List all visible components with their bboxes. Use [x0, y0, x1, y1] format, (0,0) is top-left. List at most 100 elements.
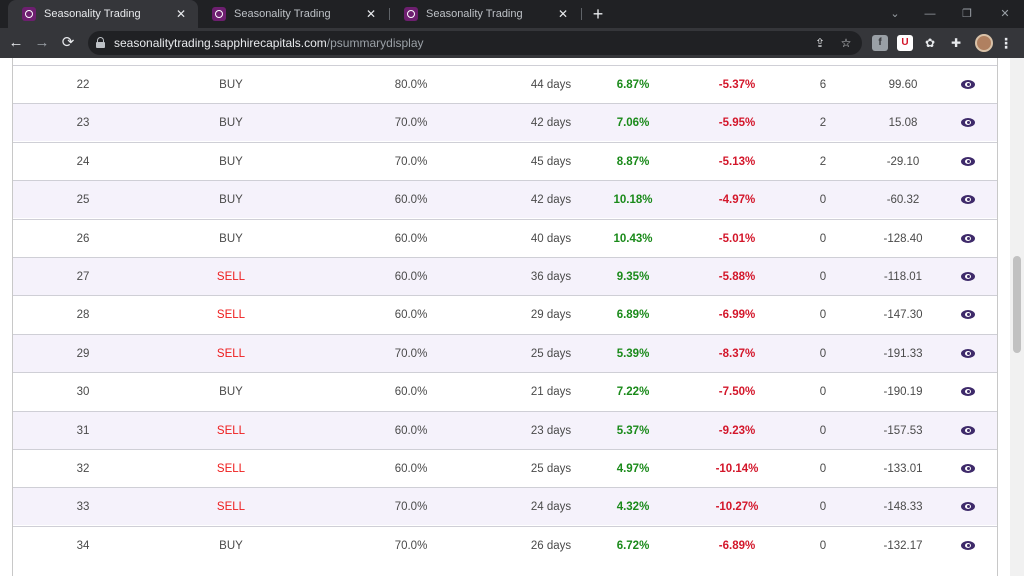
url-path: /psummarydisplay: [326, 36, 424, 50]
tab-search-icon[interactable]: ⌄: [890, 8, 900, 20]
accuracy-value: 80.0%: [394, 79, 428, 91]
close-icon[interactable]: ✕: [175, 7, 187, 21]
gain-value: 7.06%: [616, 117, 650, 130]
tab-seasonality-1[interactable]: Seasonality Trading ✕: [8, 0, 198, 28]
tab-title: Seasonality Trading: [426, 8, 523, 20]
result-value: -128.40: [883, 232, 923, 245]
address-bar[interactable]: seasonalitytrading.sapphirecapitals.com/…: [88, 31, 862, 55]
result-value: -147.30: [883, 309, 923, 322]
result-value: 99.60: [888, 79, 918, 91]
view-details-button[interactable]: [957, 181, 981, 219]
tab-divider: [581, 8, 582, 20]
eye-icon: [961, 310, 975, 320]
close-icon[interactable]: ✕: [557, 7, 569, 21]
restore-button[interactable]: ❐: [962, 8, 972, 20]
accuracy-value: 60.0%: [394, 309, 428, 322]
openai-extension-icon[interactable]: ✿: [924, 36, 936, 50]
count-value: 0: [819, 309, 827, 322]
eye-icon: [961, 195, 975, 205]
loss-value: -10.14%: [715, 463, 759, 475]
puzzle-icon[interactable]: ✚: [950, 36, 962, 50]
accuracy-value: 70.0%: [394, 155, 428, 168]
window-close-button[interactable]: ✕: [1000, 8, 1010, 20]
view-details-button[interactable]: [957, 450, 981, 488]
signal-label: BUY: [219, 194, 243, 207]
view-details-button[interactable]: [957, 488, 981, 526]
url-text[interactable]: seasonalitytrading.sapphirecapitals.com/…: [114, 36, 424, 50]
view-details-button[interactable]: [957, 296, 981, 334]
lock-icon[interactable]: [96, 37, 105, 48]
duration-value: 44 days: [530, 79, 572, 91]
count-value: 0: [819, 347, 827, 360]
duration-value: 26 days: [530, 539, 572, 552]
signal-label: SELL: [216, 271, 246, 283]
scrollbar[interactable]: [1010, 58, 1024, 576]
reload-button[interactable]: ⟳: [61, 34, 75, 51]
close-icon[interactable]: ✕: [365, 7, 377, 21]
signal-label: BUY: [219, 386, 243, 399]
table-row: 33 SELL 70.0% 24 days 4.32% -10.27% 0 -148.33: [13, 487, 997, 526]
loss-value: -6.89%: [718, 539, 756, 552]
duration-value: 24 days: [530, 501, 572, 514]
table-row: 23 BUY 70.0% 42 days 7.06% -5.95% 2 15.08: [13, 103, 997, 142]
view-details-button[interactable]: [957, 412, 981, 450]
share-icon[interactable]: ⇪: [814, 36, 826, 50]
pocket-extension-icon[interactable]: U: [897, 35, 913, 51]
row-number: 34: [76, 539, 90, 552]
signal-label: SELL: [216, 309, 246, 322]
table-row: 22 BUY 80.0% 44 days 6.87% -5.37% 6 99.60: [13, 65, 997, 103]
eye-icon: [961, 348, 975, 358]
site-logo-icon: [404, 7, 418, 21]
profile-avatar[interactable]: [975, 34, 993, 52]
loss-value: -9.23%: [718, 424, 756, 437]
bookmark-star-icon[interactable]: ☆: [840, 36, 852, 50]
signal-label: SELL: [216, 347, 246, 360]
tab-divider: [389, 8, 390, 20]
signal-label: BUY: [219, 117, 243, 130]
view-details-button[interactable]: [957, 258, 981, 296]
site-logo-icon: [22, 7, 36, 21]
minimize-button[interactable]: —: [924, 8, 936, 20]
view-details-button[interactable]: [957, 335, 981, 373]
duration-value: 45 days: [530, 155, 572, 168]
facebook-extension-icon[interactable]: f: [872, 35, 888, 51]
eye-icon: [961, 387, 975, 397]
view-details-button[interactable]: [957, 104, 981, 142]
result-value: -191.33: [883, 347, 923, 360]
scrollbar-thumb[interactable]: [1013, 256, 1021, 353]
duration-value: 25 days: [530, 463, 572, 475]
site-logo-icon: [212, 7, 226, 21]
view-details-button[interactable]: [957, 66, 981, 104]
new-tab-button[interactable]: +: [592, 4, 604, 24]
view-details-button[interactable]: [957, 220, 981, 258]
signal-label: BUY: [219, 79, 243, 91]
count-value: 6: [819, 79, 827, 91]
row-number: 24: [76, 155, 90, 168]
loss-value: -5.37%: [718, 79, 756, 91]
view-details-button[interactable]: [957, 527, 981, 565]
view-details-button[interactable]: [957, 143, 981, 181]
gain-value: 5.37%: [616, 424, 650, 437]
view-details-button[interactable]: [957, 373, 981, 411]
forward-button[interactable]: →: [34, 34, 50, 51]
kebab-icon[interactable]: ⋮: [999, 35, 1013, 51]
tab-title: Seasonality Trading: [234, 8, 331, 20]
tab-seasonality-3[interactable]: Seasonality Trading ✕: [390, 0, 580, 28]
accuracy-value: 70.0%: [394, 117, 428, 130]
result-value: -60.32: [886, 194, 920, 207]
count-value: 0: [819, 194, 827, 207]
count-value: 0: [819, 539, 827, 552]
signal-label: SELL: [216, 501, 246, 514]
accuracy-value: 70.0%: [394, 539, 428, 552]
signal-label: BUY: [219, 155, 243, 168]
page-viewport: 22 BUY 80.0% 44 days 6.87% -5.37% 6 99.60 23 BUY 7…: [0, 58, 1024, 576]
tab-seasonality-2[interactable]: Seasonality Trading ✕: [198, 0, 388, 28]
back-button[interactable]: ←: [8, 34, 24, 51]
count-value: 2: [819, 117, 827, 130]
eye-icon: [961, 156, 975, 166]
result-value: -133.01: [883, 463, 923, 475]
result-value: -118.01: [883, 271, 923, 283]
accuracy-value: 60.0%: [394, 424, 428, 437]
accuracy-value: 70.0%: [394, 501, 428, 514]
gain-value: 7.22%: [616, 386, 650, 399]
